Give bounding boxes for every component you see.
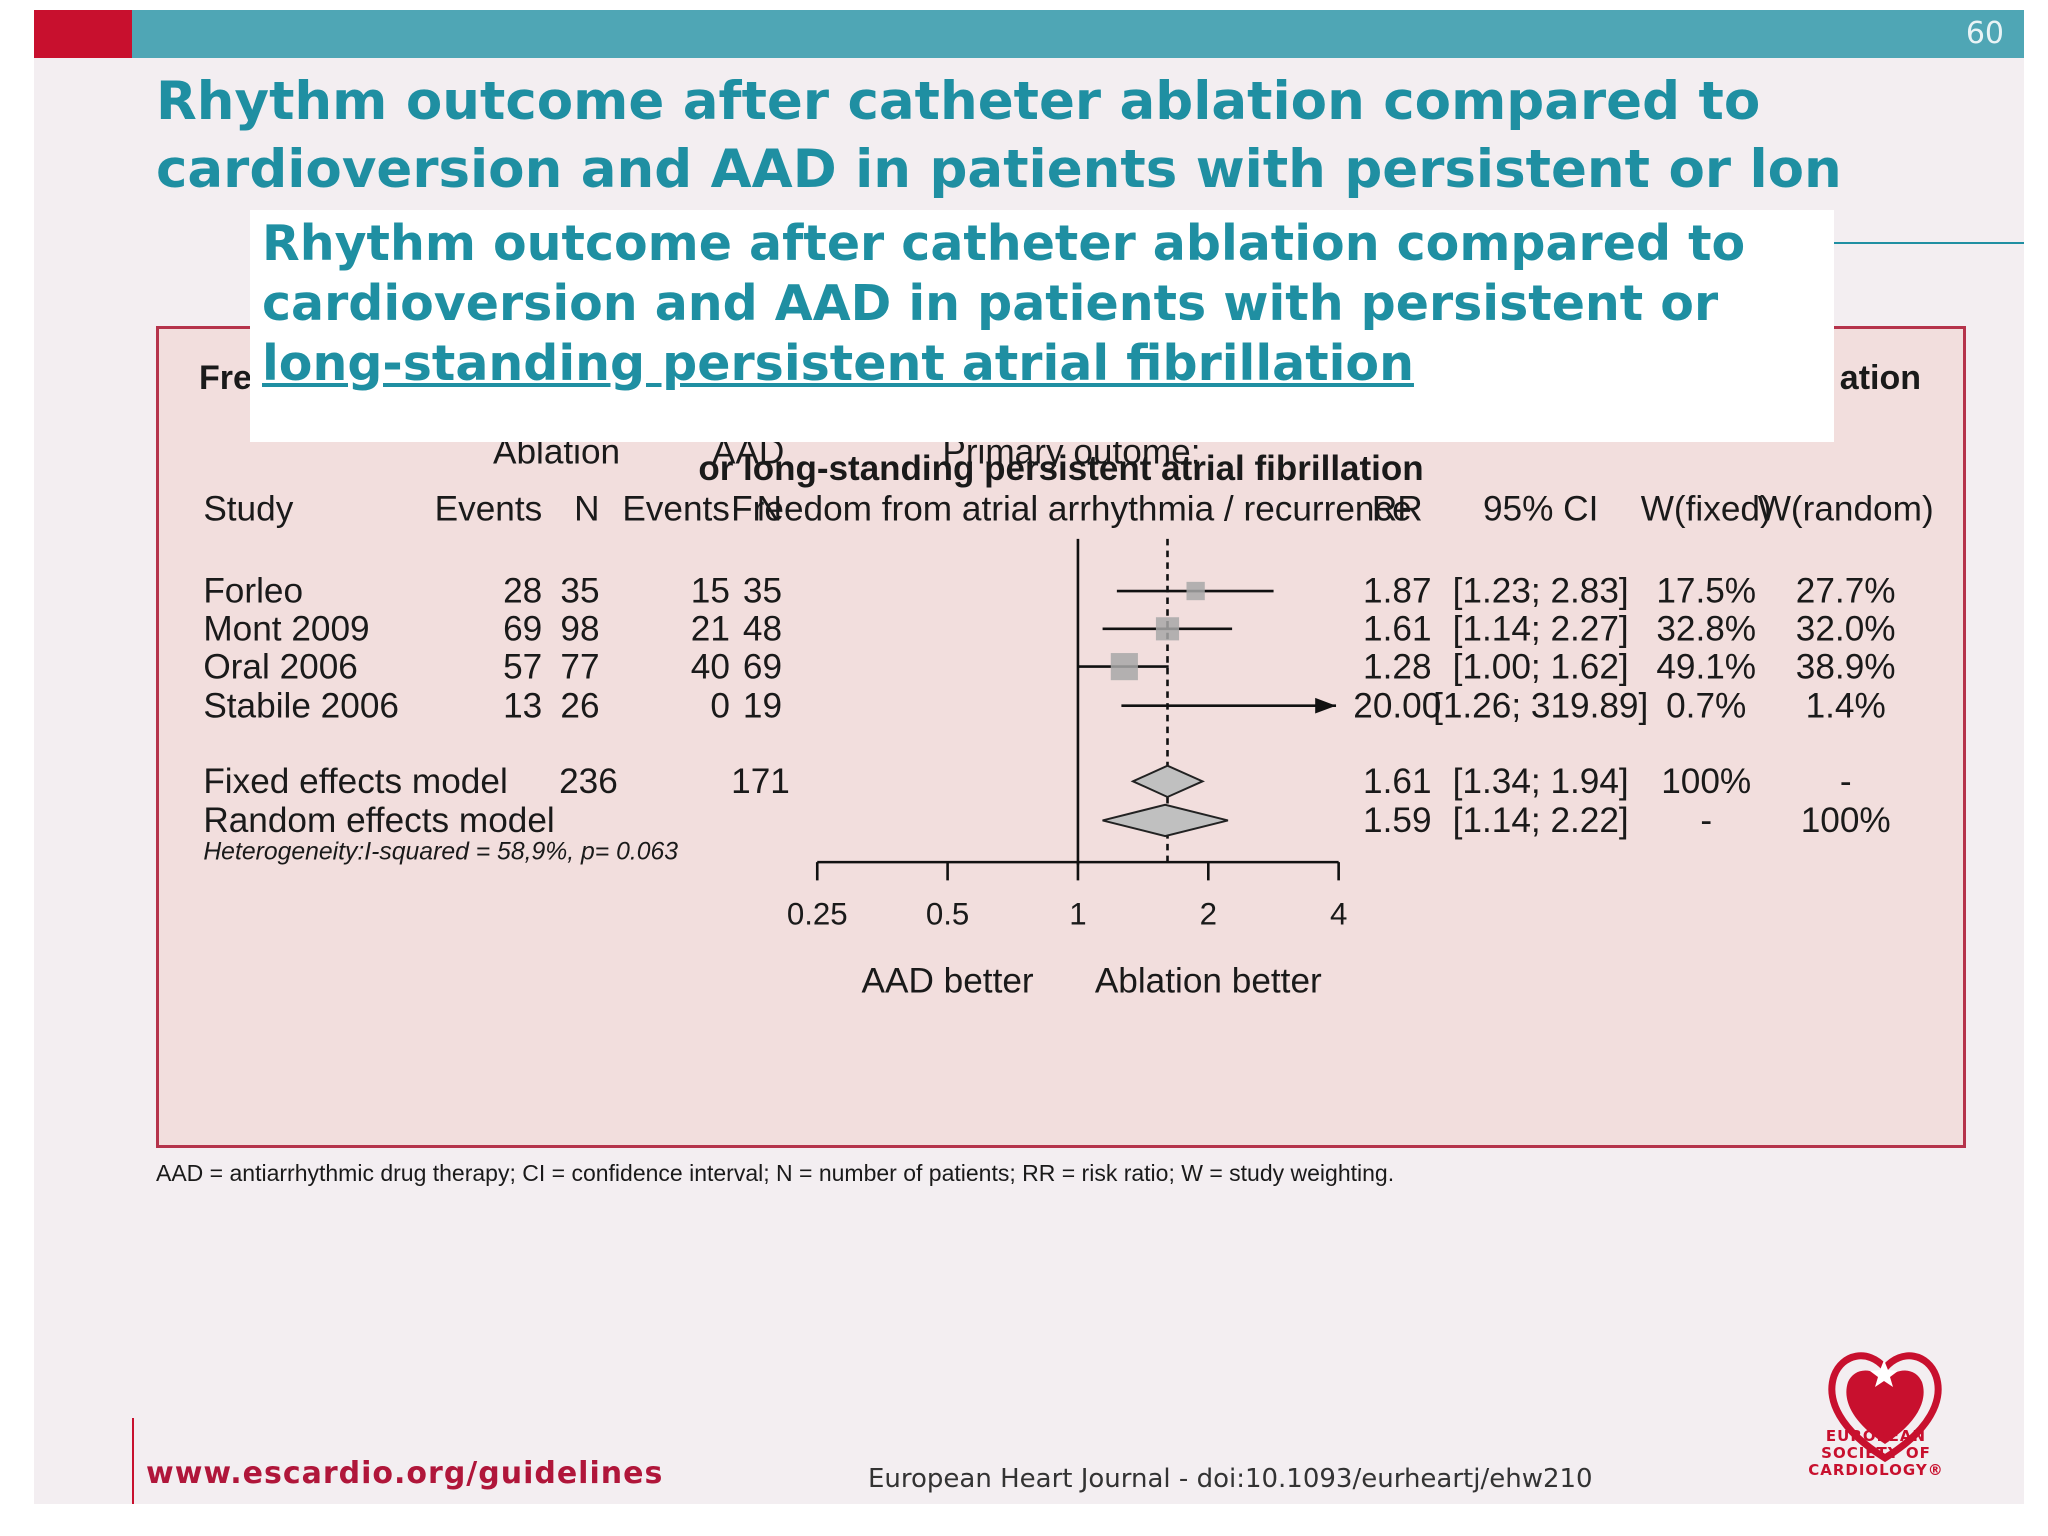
figure-footnote: AAD = antiarrhythmic drug therapy; CI = … — [156, 1160, 1395, 1186]
pooled-rr-value: 1.59 — [1363, 801, 1432, 840]
events-ablation: 57 — [503, 647, 542, 686]
events-ablation: 69 — [503, 610, 542, 649]
n-ablation: 77 — [560, 647, 599, 686]
events-ablation: 13 — [503, 686, 542, 725]
forest-plot: Ablation AAD Primary outome:Study Events N Ev… — [203, 432, 1934, 1000]
x-axis-tick-label: 4 — [1330, 897, 1347, 932]
pooled-ci-value: [1.34; 1.94] — [1453, 762, 1629, 801]
aad-better-label: AAD better — [862, 961, 1034, 1000]
footer-url-link[interactable]: www.escardio.org/guidelines — [146, 1456, 664, 1491]
weight-fixed: 32.8% — [1656, 610, 1756, 649]
col-events-ablation-header: Events — [435, 490, 543, 529]
col-study-header: Study — [203, 490, 293, 529]
logo-text-line-2: SOCIETY OF — [1821, 1444, 1931, 1462]
n-ablation: 26 — [560, 686, 599, 725]
figure-heading-right: ation — [1839, 359, 1921, 397]
weight-fixed: 0.7% — [1666, 686, 1746, 725]
col-rr-header: RR — [1372, 490, 1423, 529]
pooled-n-aad: 171 — [731, 762, 790, 801]
pooled-weight-random: - — [1840, 762, 1852, 801]
weight-random: 27.7% — [1796, 572, 1896, 611]
overlay-title: Rhythm outcome after catheter ablation c… — [262, 214, 1822, 394]
ci-value: [1.26; 319.89] — [1433, 686, 1648, 725]
footer-doi: European Heart Journal - doi:10.1093/eur… — [868, 1464, 1593, 1494]
events-aad: 15 — [691, 572, 730, 611]
forest-plot-figure: Fre ation or long-standing persistent at… — [156, 326, 1966, 1148]
figure-subtitle: or long-standing persistent atrial fibri… — [698, 449, 1424, 488]
events-aad: 0 — [710, 686, 730, 725]
n-aad: 48 — [743, 610, 782, 649]
pooled-weight-fixed: - — [1700, 801, 1712, 840]
header-bar — [34, 10, 2024, 58]
pooled-weight-random: 100% — [1801, 801, 1891, 840]
title-overlay: Rhythm outcome after catheter ablation c… — [250, 210, 1834, 442]
n-ablation: 35 — [560, 572, 599, 611]
ci-arrow — [1315, 697, 1337, 714]
n-aad: 19 — [743, 686, 782, 725]
col-n-ablation-header: N — [574, 490, 599, 529]
rr-value: 1.28 — [1363, 647, 1432, 686]
rr-value: 1.61 — [1363, 610, 1432, 649]
ablation-better-label: Ablation better — [1095, 961, 1322, 1000]
col-wfixed-header: W(fixed) — [1641, 490, 1772, 529]
weight-random: 1.4% — [1806, 686, 1886, 725]
n-aad: 35 — [743, 572, 782, 611]
ci-value: [1.00; 1.62] — [1453, 647, 1629, 686]
esc-logo-text: EUROPEAN SOCIETY OF CARDIOLOGY® — [1806, 1428, 1946, 1479]
heterogeneity-note: Heterogeneity:I-squared = 58,9%, p= 0.06… — [203, 839, 678, 866]
col-wrandom-header: W(random) — [1758, 490, 1934, 529]
weight-random: 38.9% — [1796, 647, 1896, 686]
title-rule — [1829, 242, 2024, 244]
weight-random: 32.0% — [1796, 610, 1896, 649]
point-estimate — [1110, 653, 1138, 681]
overlay-title-line-1: Rhythm outcome after catheter ablation c… — [262, 215, 1746, 272]
weight-fixed: 49.1% — [1656, 647, 1756, 686]
pooled-n-ablation: 236 — [559, 762, 618, 801]
page-number: 60 — [1965, 16, 2004, 51]
slide: 60 Rhythm outcome after catheter ablatio… — [34, 10, 2024, 1504]
slide-title: Rhythm outcome after catheter ablation c… — [156, 71, 1842, 200]
pooled-weight-fixed: 100% — [1661, 762, 1751, 801]
point-estimate — [1186, 581, 1205, 601]
esc-heart-logo-icon — [1828, 1352, 1942, 1463]
events-aad: 40 — [691, 647, 730, 686]
pooled-rr-value: 1.61 — [1363, 762, 1432, 801]
rr-value: 20.00 — [1353, 686, 1441, 725]
study-name: Stabile 2006 — [203, 686, 399, 725]
n-aad: 69 — [743, 647, 782, 686]
x-axis-tick-label: 1 — [1069, 897, 1086, 932]
logo-text-line-1: EUROPEAN — [1825, 1427, 1927, 1445]
header-accent — [34, 10, 132, 58]
pooled-diamond — [1130, 764, 1205, 799]
events-aad: 21 — [691, 610, 730, 649]
col-n-aad-header: N — [757, 490, 782, 529]
study-name: Mont 2009 — [203, 610, 369, 649]
study-name: Forleo — [203, 572, 303, 611]
x-axis-tick-label: 2 — [1200, 897, 1217, 932]
pooled-model-name: Random effects model — [203, 801, 554, 840]
logo-text-line-3: CARDIOLOGY® — [1808, 1461, 1944, 1479]
pooled-diamond — [1102, 803, 1229, 838]
col-events-aad-header: Events — [622, 490, 730, 529]
outcome-description: Freedom from atrial arrhythmia / recurre… — [731, 490, 1412, 529]
footer-rule — [132, 1418, 134, 1504]
n-ablation: 98 — [560, 610, 599, 649]
overlay-title-line-3: long-standing persistent atrial fibrilla… — [262, 335, 1414, 392]
col-ci-header: 95% CI — [1483, 490, 1598, 529]
ci-value: [1.14; 2.27] — [1453, 610, 1629, 649]
x-axis-tick-label: 0.5 — [926, 897, 969, 932]
overlay-title-line-2: cardioversion and AAD in patients with p… — [262, 275, 1719, 332]
figure-heading-left: Fre — [199, 359, 252, 397]
ci-value: [1.23; 2.83] — [1453, 572, 1629, 611]
pooled-ci-value: [1.14; 2.22] — [1453, 801, 1629, 840]
events-ablation: 28 — [503, 572, 542, 611]
weight-fixed: 17.5% — [1656, 572, 1756, 611]
x-axis-tick-label: 0.25 — [787, 897, 848, 932]
study-name: Oral 2006 — [203, 647, 358, 686]
rr-value: 1.87 — [1363, 572, 1432, 611]
pooled-model-name: Fixed effects model — [203, 762, 507, 801]
point-estimate — [1155, 617, 1180, 641]
